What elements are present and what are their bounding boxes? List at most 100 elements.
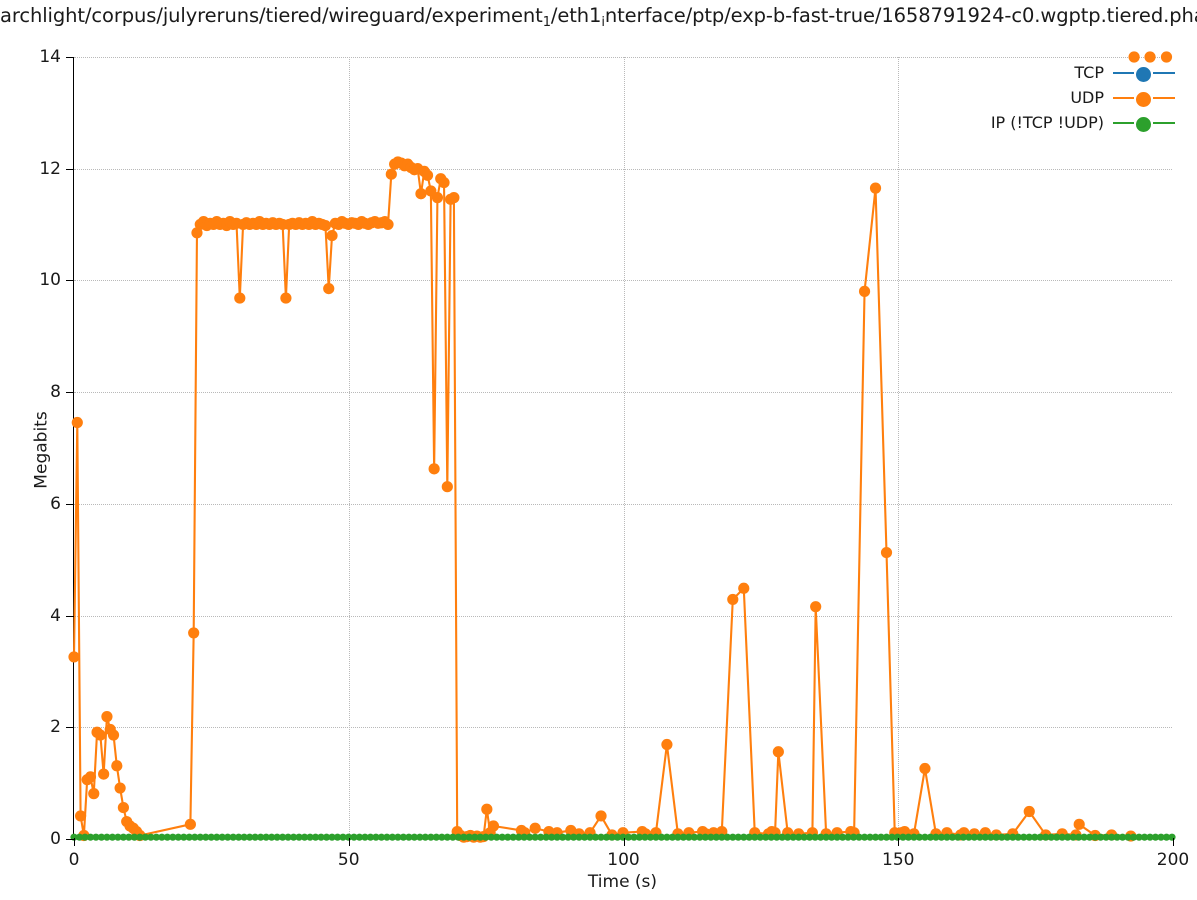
data-point-marker [185, 833, 193, 841]
data-point-marker [383, 833, 391, 841]
data-point-marker [624, 833, 633, 841]
data-point-marker [679, 833, 687, 841]
data-point-marker [773, 833, 781, 841]
data-point-marker [1020, 833, 1028, 841]
data-point-marker [904, 833, 913, 841]
data-point-marker [806, 833, 814, 841]
title-text: archlight/corpus/julyreruns/tiered/wireg… [0, 4, 543, 27]
data-point-marker [871, 833, 880, 841]
legend-entry[interactable]: TCP [991, 62, 1175, 83]
data-point-marker [745, 833, 753, 841]
data-point-marker [1091, 833, 1099, 841]
data-point-marker [1129, 833, 1138, 841]
data-point-marker [729, 833, 737, 841]
y-axis-tick [66, 503, 74, 505]
data-point-marker [487, 833, 495, 841]
data-point-marker [81, 833, 89, 841]
legend-entry[interactable]: UDP [991, 87, 1175, 108]
data-point-marker [948, 833, 956, 841]
data-point-marker [366, 833, 375, 841]
data-point-marker [438, 176, 450, 189]
data-point-marker [595, 810, 607, 822]
data-point-marker [515, 833, 523, 841]
y-axis-tick [66, 280, 74, 282]
plot-area: 0 2 4 6 8 10 12 14 0 50 100 150 200 [39, 47, 1189, 870]
data-point-marker [548, 833, 556, 841]
data-point-marker [1097, 833, 1105, 841]
data-point-marker [509, 833, 517, 841]
data-point-marker [295, 833, 303, 841]
title-subscript: 1 [542, 15, 551, 31]
data-point-marker [97, 833, 106, 841]
data-point-marker [784, 833, 792, 841]
data-point-marker [1151, 833, 1160, 841]
data-point-marker [141, 833, 149, 841]
data-point-marker [559, 833, 567, 841]
data-point-marker [382, 218, 394, 231]
y-axis-tick-label: 10 [39, 270, 61, 291]
data-point-marker [828, 833, 836, 841]
data-point-marker [1118, 833, 1127, 841]
data-point-marker [438, 833, 446, 841]
legend-marker-dot [1136, 91, 1151, 107]
gridlines [74, 57, 1172, 838]
data-point-marker [246, 833, 254, 841]
data-point-marker [652, 833, 660, 841]
data-point-marker [1014, 833, 1022, 841]
data-point-marker [970, 833, 978, 841]
data-point-marker [1047, 833, 1055, 841]
data-point-marker [240, 833, 248, 841]
data-point-marker [229, 833, 237, 841]
data-point-marker [125, 833, 133, 841]
data-point-marker [130, 833, 138, 841]
data-point-marker [602, 833, 611, 841]
data-point-marker [723, 833, 731, 841]
y-axis-tick-label: 8 [50, 382, 61, 403]
data-point-marker [1025, 833, 1033, 841]
data-point-marker [103, 833, 111, 841]
data-point-marker [284, 833, 292, 841]
data-point-marker [207, 833, 215, 841]
data-point-marker [943, 833, 951, 841]
data-point-marker [306, 833, 314, 841]
data-point-marker [608, 833, 616, 841]
data-point-marker [767, 833, 775, 841]
data-point-marker [597, 833, 605, 841]
data-point-marker [88, 788, 100, 800]
data-point-marker [280, 292, 292, 304]
x-axis-label: Time (s) [587, 872, 658, 892]
data-point-marker [1144, 51, 1156, 63]
data-point-marker [959, 833, 967, 841]
data-point-marker [888, 833, 896, 841]
data-point-marker [701, 833, 709, 841]
data-point-marker [526, 833, 534, 841]
y-axis-tick-label: 2 [50, 717, 61, 738]
data-point-marker [416, 833, 424, 841]
data-point-marker [1113, 833, 1121, 841]
data-point-marker [101, 711, 113, 723]
data-point-marker [591, 833, 600, 841]
data-point-marker [1009, 833, 1017, 841]
data-point-marker [1058, 833, 1066, 841]
data-point-marker [926, 833, 935, 841]
data-point-marker [493, 833, 501, 841]
y-axis-tick-label: 12 [39, 158, 61, 179]
y-axis-tick [66, 615, 74, 617]
legend-entry[interactable]: IP (!TCP !UDP) [991, 112, 1175, 133]
data-point-marker [712, 833, 720, 841]
data-point-marker [613, 833, 622, 841]
data-point-marker [663, 833, 671, 841]
data-point-marker [553, 833, 561, 841]
data-point-marker [119, 833, 128, 841]
data-point-marker [817, 833, 825, 841]
data-point-marker [1031, 833, 1039, 841]
data-point-marker [234, 292, 246, 304]
data-point-marker [1075, 833, 1083, 841]
y-axis-tick [66, 57, 74, 58]
data-point-marker [707, 833, 715, 841]
data-point-marker [674, 833, 682, 841]
data-point-marker [504, 833, 512, 841]
data-point-marker [981, 833, 989, 841]
data-point-marker [432, 833, 440, 841]
data-point-marker [465, 833, 473, 841]
